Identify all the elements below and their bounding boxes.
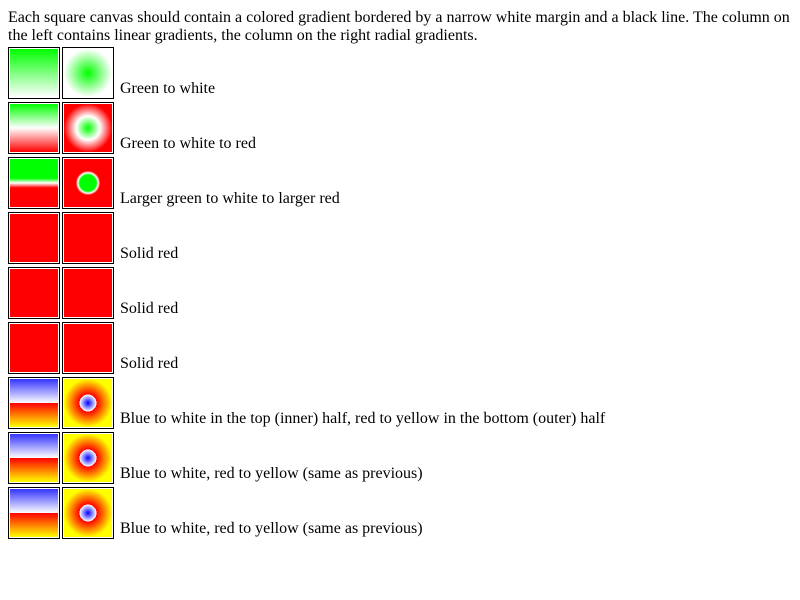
- row-caption: Larger green to white to larger red: [120, 190, 340, 207]
- row-caption: Solid red: [120, 245, 179, 262]
- linear-gradient-fill: [10, 214, 58, 262]
- row-caption: Solid red: [120, 300, 179, 317]
- gradient-rows: Green to white Green to white to red Large…: [8, 44, 605, 539]
- linear-gradient-fill: [10, 379, 58, 427]
- linear-gradient-canvas: [8, 322, 60, 374]
- linear-gradient-fill: [10, 269, 58, 317]
- gradient-row: Green to white to red: [8, 99, 605, 154]
- radial-gradient-fill: [64, 324, 112, 372]
- linear-gradient-fill: [10, 489, 58, 537]
- radial-gradient-canvas: [62, 212, 114, 264]
- radial-gradient-canvas: [62, 432, 114, 484]
- gradient-row: Blue to white, red to yellow (same as pr…: [8, 429, 605, 484]
- linear-gradient-canvas: [8, 377, 60, 429]
- gradient-row: Larger green to white to larger red: [8, 154, 605, 209]
- row-caption: Blue to white, red to yellow (same as pr…: [120, 465, 423, 482]
- linear-gradient-canvas: [8, 102, 60, 154]
- linear-gradient-fill: [10, 49, 58, 97]
- radial-gradient-fill: [64, 104, 112, 152]
- row-caption: Blue to white in the top (inner) half, r…: [120, 410, 606, 427]
- intro-text: Each square canvas should contain a colo…: [8, 9, 790, 44]
- radial-gradient-fill: [64, 159, 112, 207]
- linear-gradient-canvas: [8, 157, 60, 209]
- linear-gradient-fill: [10, 104, 58, 152]
- linear-gradient-fill: [10, 324, 58, 372]
- gradient-row: Solid red: [8, 209, 605, 264]
- linear-gradient-canvas: [8, 487, 60, 539]
- radial-gradient-canvas: [62, 47, 114, 99]
- gradient-row: Blue to white in the top (inner) half, r…: [8, 374, 605, 429]
- linear-gradient-fill: [10, 159, 58, 207]
- radial-gradient-canvas: [62, 102, 114, 154]
- row-caption: Green to white to red: [120, 135, 256, 152]
- row-caption: Blue to white, red to yellow (same as pr…: [120, 520, 423, 537]
- linear-gradient-fill: [10, 434, 58, 482]
- row-caption: Green to white: [120, 80, 216, 97]
- gradient-row: Solid red: [8, 264, 605, 319]
- linear-gradient-canvas: [8, 432, 60, 484]
- row-caption: Solid red: [120, 355, 179, 372]
- gradient-row: Blue to white, red to yellow (same as pr…: [8, 484, 605, 539]
- radial-gradient-canvas: [62, 322, 114, 374]
- linear-gradient-canvas: [8, 47, 60, 99]
- radial-gradient-fill: [64, 269, 112, 317]
- radial-gradient-canvas: [62, 377, 114, 429]
- radial-gradient-fill: [64, 489, 112, 537]
- radial-gradient-canvas: [62, 487, 114, 539]
- gradient-row: Solid red: [8, 319, 605, 374]
- radial-gradient-fill: [64, 379, 112, 427]
- radial-gradient-fill: [64, 49, 112, 97]
- radial-gradient-fill: [64, 434, 112, 482]
- linear-gradient-canvas: [8, 212, 60, 264]
- radial-gradient-canvas: [62, 267, 114, 319]
- gradient-row: Green to white: [8, 44, 605, 99]
- radial-gradient-canvas: [62, 157, 114, 209]
- radial-gradient-fill: [64, 214, 112, 262]
- linear-gradient-canvas: [8, 267, 60, 319]
